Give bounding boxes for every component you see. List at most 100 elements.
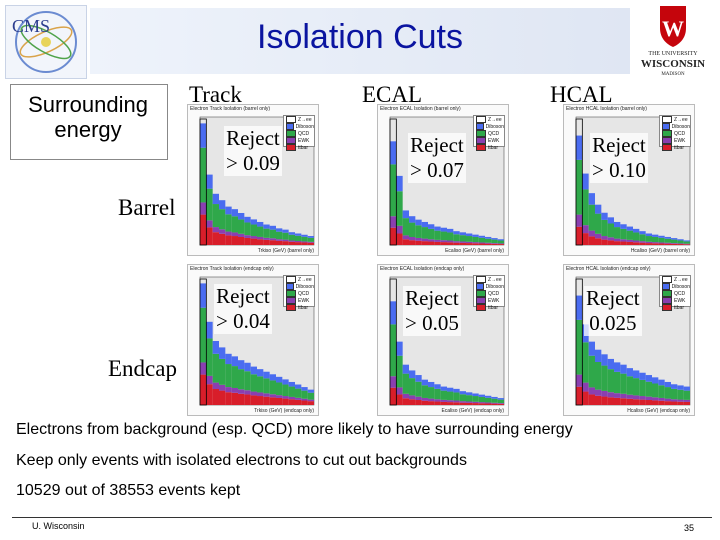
- plot-legend: Z→ee Diboson QCD EWK ttbar: [473, 115, 505, 151]
- plot-legend: Z→ee Diboson QCD EWK ttbar: [283, 115, 315, 151]
- histogram-bar-segment: [276, 228, 283, 232]
- histogram-bar-segment: [652, 236, 659, 243]
- row-label-endcap: Endcap: [108, 356, 177, 381]
- histogram-bar-segment: [459, 242, 466, 245]
- histogram-bar-segment: [390, 216, 397, 228]
- legend-swatch: [662, 144, 672, 151]
- histogram-bar-segment: [238, 219, 245, 234]
- legend-swatch: [476, 290, 486, 297]
- histogram-bar-segment: [307, 389, 314, 393]
- page-number: 35: [684, 523, 695, 533]
- histogram-bar-segment: [269, 240, 276, 245]
- histogram-bar-segment: [677, 239, 684, 241]
- histogram-bar-segment: [658, 385, 665, 398]
- histogram-bar-segment: [453, 231, 460, 235]
- histogram-bar-segment: [595, 204, 602, 214]
- histogram-bar-segment: [212, 353, 219, 383]
- histogram-bar-segment: [626, 368, 633, 377]
- histogram-bar-segment: [671, 243, 678, 245]
- histogram-bar-segment: [250, 236, 257, 239]
- histogram-bar-segment: [601, 236, 608, 240]
- histogram-bar-segment: [288, 232, 295, 235]
- histogram-bar-segment: [614, 238, 621, 242]
- histogram-bar-segment: [639, 372, 646, 380]
- histogram-bar-segment: [677, 389, 684, 400]
- bullet-text-3: 10529 out of 38553 events kept: [16, 482, 241, 499]
- histogram-bar-segment: [664, 401, 671, 405]
- histogram-bar-segment: [238, 360, 245, 370]
- histogram-bar-segment: [434, 388, 441, 400]
- histogram-bar-segment: [576, 135, 583, 160]
- histogram-bar-segment: [212, 193, 219, 205]
- histogram-bar-segment: [595, 349, 602, 362]
- histogram-bar-segment: [421, 397, 428, 401]
- reject-label: Reject: [592, 133, 646, 157]
- histogram-bar-segment: [576, 295, 583, 320]
- histogram-bar-segment: [440, 401, 447, 405]
- plot-x-label: Hcaliso (GeV) (barrel only): [630, 248, 690, 254]
- histogram-bar-segment: [276, 231, 283, 240]
- histogram-bar-segment: [447, 391, 454, 401]
- histogram-bar-segment: [402, 239, 409, 245]
- histogram-bar-segment: [402, 364, 409, 374]
- histogram-bar-segment: [288, 396, 295, 400]
- histogram-bar-segment: [390, 301, 397, 325]
- histogram-bar-segment: [415, 240, 422, 245]
- legend-entry: QCD: [476, 290, 504, 297]
- histogram-bar-segment: [491, 403, 498, 405]
- histogram-bar-segment: [301, 236, 308, 242]
- histogram-bar-segment: [478, 237, 485, 243]
- histogram-bar-segment: [576, 214, 583, 227]
- histogram-bar-segment: [478, 396, 485, 403]
- legend-swatch: [286, 276, 296, 283]
- histogram-bar-segment: [440, 231, 447, 241]
- legend-entry: ttbar: [476, 304, 504, 311]
- histogram-bar-segment: [485, 395, 492, 398]
- legend-label: EWK: [488, 137, 500, 144]
- histogram-bar-segment: [645, 233, 652, 237]
- histogram-bar-segment: [595, 238, 602, 245]
- histogram-bar-segment: [595, 389, 602, 396]
- bullet-text-2: Keep only events with isolated electrons…: [16, 452, 467, 469]
- column-heading-ecal: ECAL: [362, 82, 423, 107]
- cms-logo: CMS: [5, 5, 87, 79]
- histogram-bar-segment: [614, 221, 621, 228]
- histogram-bar-segment: [491, 238, 498, 240]
- histogram-bar-segment: [478, 403, 485, 405]
- histogram-bar-segment: [415, 396, 422, 401]
- legend-label: Diboson: [485, 123, 504, 130]
- histogram-bar-segment: [269, 394, 276, 398]
- histogram-bar-segment: [263, 228, 270, 238]
- histogram-bar-segment: [212, 227, 219, 233]
- legend-swatch: [662, 283, 670, 290]
- histogram-bar-segment: [677, 401, 684, 405]
- legend-swatch: [286, 144, 296, 151]
- uw-logo-line2: WISCONSIN: [641, 58, 705, 70]
- histogram-bar-segment: [607, 358, 614, 370]
- histogram-bar-segment: [582, 173, 589, 190]
- histogram-bar-segment: [238, 237, 245, 245]
- histogram-bar-segment: [453, 402, 460, 405]
- legend-label: EWK: [298, 137, 310, 144]
- legend-entry: EWK: [286, 137, 314, 144]
- histogram-bar-segment: [639, 231, 646, 235]
- histogram-bar-segment: [645, 243, 652, 245]
- histogram-bar-segment: [307, 236, 314, 238]
- histogram-bar-segment: [390, 387, 397, 405]
- plot-x-label: Ecaliso (GeV) (endcap only): [441, 408, 504, 414]
- histogram-bar-segment: [390, 164, 397, 217]
- histogram-bar-segment: [620, 239, 627, 242]
- histogram-bar-segment: [415, 219, 422, 226]
- histogram-bar-segment: [396, 355, 403, 388]
- histogram-bar-segment: [434, 399, 441, 402]
- histogram-bar-segment: [257, 221, 264, 227]
- histogram-bar-segment: [288, 386, 295, 397]
- histogram-bar-segment: [639, 234, 646, 242]
- legend-entry: Z→ee: [476, 116, 504, 123]
- histogram-bar-segment: [421, 238, 428, 242]
- histogram-bar-segment: [664, 398, 671, 402]
- histogram-bar-segment: [620, 241, 627, 245]
- histogram-bar-segment: [664, 238, 671, 243]
- histogram-bar-segment: [402, 398, 409, 405]
- histogram-bar-segment: [295, 399, 302, 405]
